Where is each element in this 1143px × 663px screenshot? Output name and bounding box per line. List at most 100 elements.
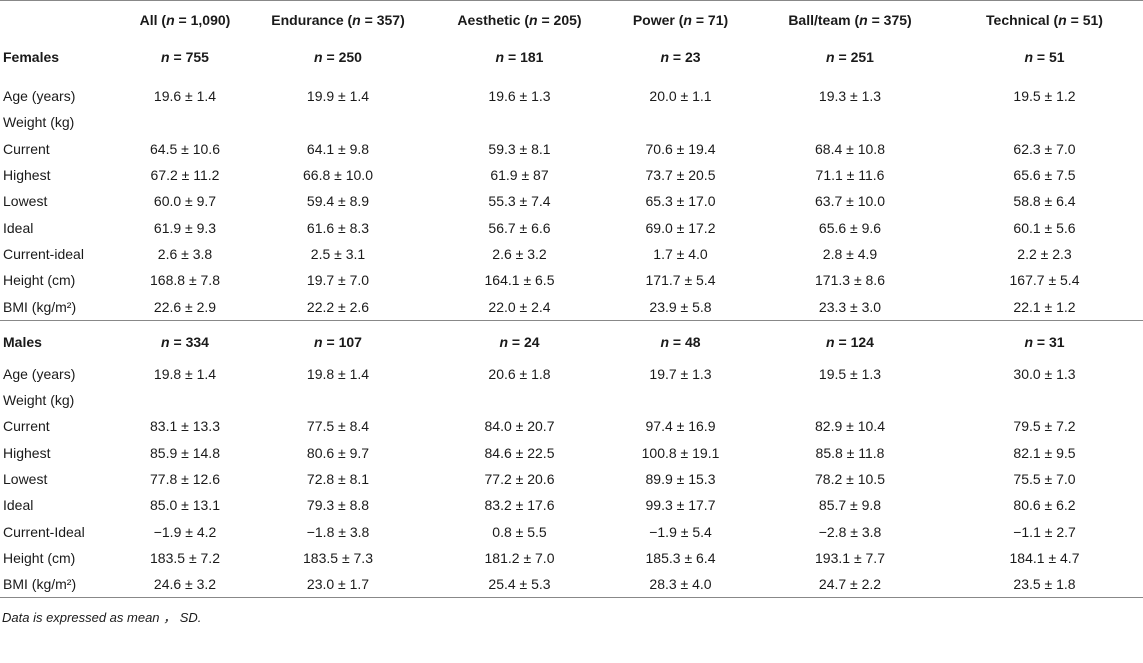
table-cell: −1.1 ± 2.7 (1013, 523, 1076, 540)
table-cell: 84.6 ± 22.5 (484, 444, 555, 461)
row-label: Current (3, 140, 50, 157)
row-label: Current (3, 418, 50, 435)
row-label: Current-ideal (3, 245, 84, 262)
table-cell: 20.0 ± 1.1 (649, 88, 712, 105)
group-label: Males (0, 319, 126, 361)
group-n-value: 48 (684, 333, 701, 350)
table-cell: 19.8 ± 1.4 (153, 365, 217, 382)
table-row: BMI (kg/m²) 22.6 ± 2.9 22.2 ± 2.6 22.0 ± 2.… (0, 293, 1143, 320)
table-cell: 19.6 ± 1.4 (153, 88, 217, 105)
table-cell: 2.8 ± 4.9 (822, 245, 878, 262)
table-cell: 100.8 ± 19.1 (641, 444, 720, 461)
group-n-value: 31 (1048, 333, 1065, 350)
table-cell: 24.7 ± 2.2 (754, 571, 946, 599)
table-cell: 64.5 ± 10.6 (150, 140, 220, 157)
table-cell (126, 387, 244, 413)
group-n-cell: n = 250 (314, 49, 362, 65)
table-cell: 23.9 ± 5.8 (649, 298, 712, 315)
table-cell: 168.8 ± 7.8 (150, 272, 220, 289)
row-label: Age (years) (3, 365, 76, 382)
table-cell: 22.0 ± 2.4 (488, 298, 551, 315)
table-cell: 19.3 ± 1.3 (818, 88, 882, 105)
data-table: All (n = 1,090) Endurance (n = 357) Aest… (0, 0, 1143, 599)
table-row: Ideal 85.0 ± 13.1 79.3 ± 8.8 83.2 ± 17.6 99.… (0, 492, 1143, 518)
table-cell: 55.3 ± 7.4 (488, 193, 551, 210)
table-cell (946, 109, 1143, 135)
table-cell: 167.7 ± 5.4 (1009, 272, 1080, 289)
row-label: BMI (kg/m²) (0, 571, 126, 599)
data-table-container: All (n = 1,090) Endurance (n = 357) Aest… (0, 0, 1143, 626)
group-n-value: 51 (1048, 49, 1065, 65)
table-cell: 84.0 ± 20.7 (484, 418, 555, 435)
table-cell: 79.5 ± 7.2 (1013, 418, 1076, 435)
table-cell: 1.7 ± 4.0 (653, 245, 708, 262)
group-n-cell: n = 334 (126, 319, 244, 361)
column-header: Aesthetic (n = 205) (432, 0, 607, 39)
row-label: Weight (kg) (3, 114, 75, 131)
table-row: Weight (kg) (0, 387, 1143, 413)
group-n-cell: n = 23 (660, 49, 701, 65)
table-cell: 70.6 ± 19.4 (645, 140, 716, 157)
table-cell (244, 109, 432, 135)
table-cell: −2.8 ± 3.8 (818, 523, 882, 540)
group-n-cell: n = 181 (495, 49, 544, 65)
table-row: Highest 85.9 ± 14.8 80.6 ± 9.7 84.6 ± 22.5 1… (0, 440, 1143, 466)
table-row: Weight (kg) (0, 109, 1143, 135)
table-cell: 97.4 ± 16.9 (645, 418, 716, 435)
table-cell: 64.1 ± 9.8 (306, 140, 370, 157)
table-cell: 71.1 ± 11.6 (815, 167, 885, 184)
table-cell: 61.9 ± 9.3 (153, 219, 217, 236)
group-n-value: 334 (185, 333, 209, 350)
table-cell: 77.2 ± 20.6 (484, 471, 555, 487)
table-cell: 82.9 ± 10.4 (815, 418, 885, 435)
table-cell: 19.9 ± 1.4 (306, 88, 370, 105)
table-cell: 73.7 ± 20.5 (645, 167, 716, 184)
group-n-value: 755 (185, 49, 209, 65)
column-header: All (n = 1,090) (126, 0, 244, 39)
table-cell: 2.2 ± 2.3 (1017, 245, 1072, 262)
table-cell: 2.6 ± 3.2 (492, 245, 547, 262)
table-cell: 99.3 ± 17.7 (645, 497, 716, 514)
table-cell: 85.8 ± 11.8 (815, 444, 885, 461)
table-row: BMI (kg/m²) 24.6 ± 3.2 23.0 ± 1.7 25.4 ± 5.… (0, 571, 1143, 599)
table-cell: 181.2 ± 7.0 (484, 549, 555, 566)
table-cell: −1.9 ± 5.4 (649, 523, 712, 540)
table-cell: 60.0 ± 9.7 (153, 193, 217, 210)
column-header: Endurance (n = 357) (244, 0, 432, 39)
table-cell: 66.8 ± 10.0 (303, 167, 373, 184)
table-cell: 85.7 ± 9.8 (818, 497, 882, 514)
table-cell (432, 387, 607, 413)
table-footnote: Data is expressed as mean ， SD. (2, 610, 202, 626)
row-label: Ideal (3, 219, 34, 236)
group-n-cell: n = 107 (244, 319, 432, 361)
table-cell: 63.7 ± 10.0 (815, 193, 885, 210)
table-cell: 62.3 ± 7.0 (1013, 140, 1076, 157)
table-cell: 193.1 ± 7.7 (815, 549, 885, 566)
table-cell: 19.5 ± 1.3 (818, 365, 882, 382)
table-cell: 23.5 ± 1.8 (946, 571, 1143, 599)
table-cell: 80.6 ± 6.2 (1013, 497, 1076, 514)
table-cell: 72.8 ± 8.1 (306, 471, 370, 487)
table-cell: 171.7 ± 5.4 (645, 272, 716, 289)
table-cell: 80.6 ± 9.7 (306, 444, 370, 461)
group-header-row: Males n = 334 n = 107 n = 24 n = 48 n = 124 n … (0, 319, 1143, 361)
group-n-value: 23 (684, 49, 701, 65)
table-cell: 19.7 ± 1.3 (649, 365, 712, 382)
table-cell (607, 109, 754, 135)
table-cell: 2.6 ± 3.8 (157, 245, 213, 262)
group-n-cell: n = 251 (826, 49, 874, 65)
table-cell: 89.9 ± 15.3 (645, 471, 716, 487)
table-cell: 23.3 ± 3.0 (818, 298, 882, 315)
table-cell: 60.1 ± 5.6 (1013, 219, 1076, 236)
table-cell: 185.3 ± 6.4 (645, 549, 716, 566)
table-row: Height (cm) 183.5 ± 7.2 183.5 ± 7.3 181.2 ±… (0, 545, 1143, 571)
table-cell: 67.2 ± 11.2 (150, 167, 220, 184)
group-n-cell: n = 51 (1024, 49, 1065, 65)
table-cell: 77.5 ± 8.4 (306, 418, 370, 435)
table-cell: 19.6 ± 1.3 (488, 88, 551, 105)
group-n-cell: n = 755 (161, 49, 209, 65)
table-cell: 183.5 ± 7.3 (303, 549, 373, 566)
table-row: Current 83.1 ± 13.3 77.5 ± 8.4 84.0 ± 20.7 9… (0, 413, 1143, 439)
row-label: BMI (kg/m²) (3, 298, 77, 315)
group-n-value: 24 (523, 333, 540, 350)
